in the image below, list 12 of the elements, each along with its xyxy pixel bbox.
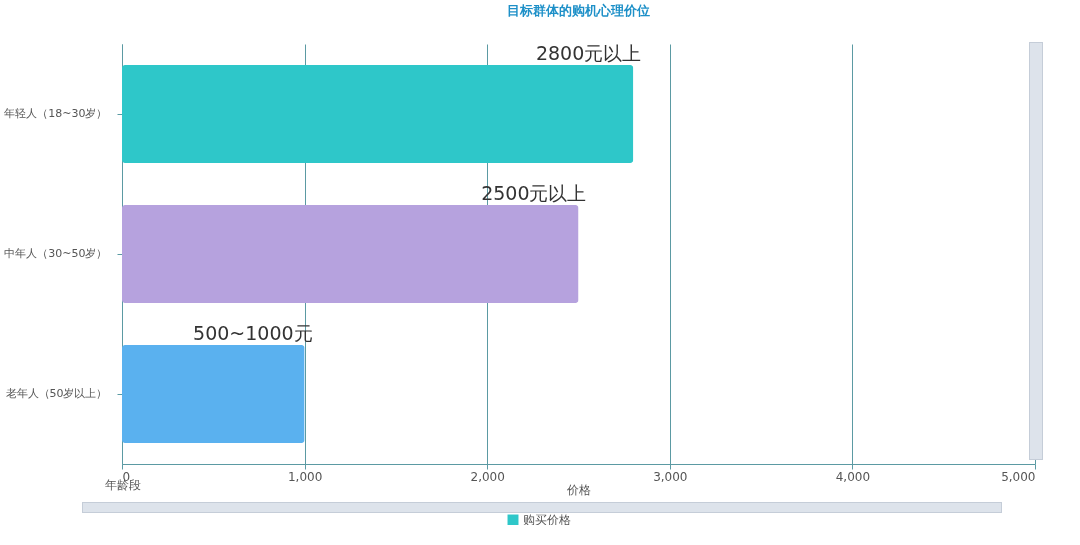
x-axis-title: 价格 [566,482,591,497]
data-label: 2800元以上 [535,42,642,64]
y-tick-label: 中年人（30~50岁） [4,247,108,260]
chart-title: 目标群体的购机心理价位 [507,3,650,18]
x-tick-label: 3,000 [653,469,688,484]
y-tick-label: 年轻人（18~30岁） [4,107,108,120]
y-tick-label: 老年人（50岁以上） [5,387,108,400]
legend-label: 购买价格 [523,513,571,527]
x-tick-label: 5,000 [1001,469,1036,484]
x-tick-label: 2,000 [470,469,505,484]
x-tick-label: 1,000 [287,469,323,484]
x-tick-label: 4,000 [835,469,871,484]
